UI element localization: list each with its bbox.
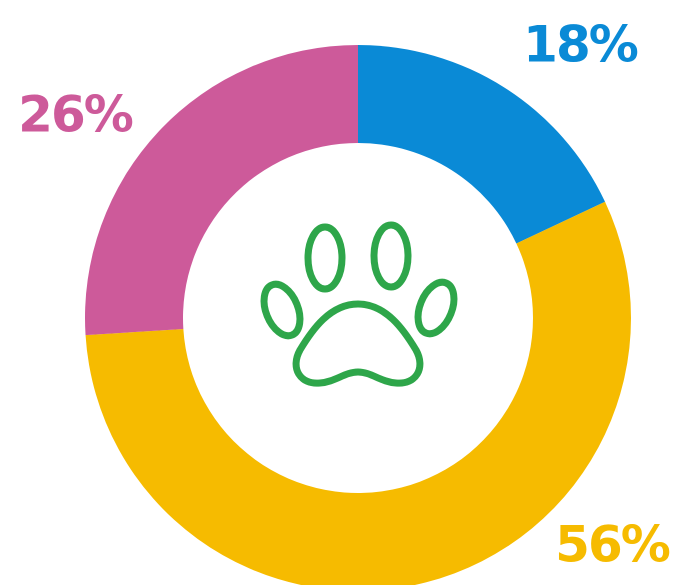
donut-segment bbox=[85, 201, 631, 585]
donut-segment bbox=[85, 45, 358, 336]
data-label: 26% bbox=[18, 86, 133, 144]
paw-toe bbox=[304, 223, 346, 293]
data-label: 18% bbox=[523, 16, 638, 74]
donut-segment bbox=[358, 45, 606, 244]
donut bbox=[85, 45, 631, 585]
paw-toe bbox=[260, 280, 304, 340]
paw-toe bbox=[414, 278, 458, 338]
paw-toe bbox=[370, 221, 412, 291]
data-label: 56% bbox=[555, 516, 670, 574]
paw-icon bbox=[260, 221, 458, 387]
paw-pad bbox=[292, 300, 424, 387]
